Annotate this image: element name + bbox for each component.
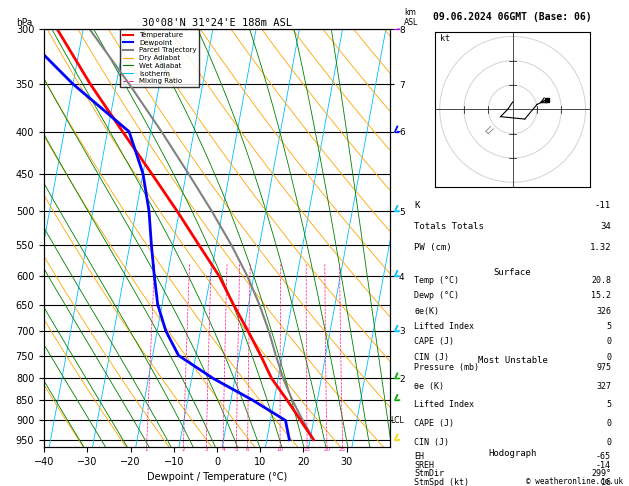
Text: 16: 16 xyxy=(601,478,611,486)
Text: 15.2: 15.2 xyxy=(591,291,611,300)
Text: 0: 0 xyxy=(606,352,611,362)
Text: EH: EH xyxy=(415,452,424,461)
Text: 3: 3 xyxy=(204,447,208,452)
Text: CAPE (J): CAPE (J) xyxy=(415,337,454,346)
Text: 6: 6 xyxy=(246,447,249,452)
Text: 1: 1 xyxy=(145,447,148,452)
Text: 0: 0 xyxy=(606,337,611,346)
Text: LCL: LCL xyxy=(391,416,404,425)
Text: 20.8: 20.8 xyxy=(591,276,611,285)
Text: Lifted Index: Lifted Index xyxy=(415,322,474,331)
Legend: Temperature, Dewpoint, Parcel Trajectory, Dry Adiabat, Wet Adiabat, Isotherm, Mi: Temperature, Dewpoint, Parcel Trajectory… xyxy=(120,29,199,87)
Title: 30°08'N 31°24'E 188m ASL: 30°08'N 31°24'E 188m ASL xyxy=(142,18,292,28)
Text: 326: 326 xyxy=(596,307,611,315)
Text: 09.06.2024 06GMT (Base: 06): 09.06.2024 06GMT (Base: 06) xyxy=(433,12,592,22)
Text: 25: 25 xyxy=(339,447,346,452)
Text: Lifted Index: Lifted Index xyxy=(415,400,474,409)
Text: 2: 2 xyxy=(182,447,185,452)
Text: 0: 0 xyxy=(606,419,611,428)
Text: 1.32: 1.32 xyxy=(589,243,611,252)
Text: Surface: Surface xyxy=(494,268,532,278)
Text: θe(K): θe(K) xyxy=(415,307,439,315)
Text: © weatheronline.co.uk: © weatheronline.co.uk xyxy=(526,477,623,486)
Text: -65: -65 xyxy=(596,452,611,461)
Text: StmDir: StmDir xyxy=(415,469,444,478)
Text: hPa: hPa xyxy=(16,18,33,27)
Text: CIN (J): CIN (J) xyxy=(415,352,449,362)
Text: 10: 10 xyxy=(277,447,284,452)
Text: K: K xyxy=(415,201,420,209)
Text: θe (K): θe (K) xyxy=(415,382,444,391)
Text: 299°: 299° xyxy=(591,469,611,478)
Text: CAPE (J): CAPE (J) xyxy=(415,419,454,428)
Text: -14: -14 xyxy=(596,461,611,470)
Text: Totals Totals: Totals Totals xyxy=(415,222,484,231)
Text: StmSpd (kt): StmSpd (kt) xyxy=(415,478,469,486)
Text: 975: 975 xyxy=(596,363,611,372)
Text: PW (cm): PW (cm) xyxy=(415,243,452,252)
Text: kt: kt xyxy=(440,35,450,43)
Text: 327: 327 xyxy=(596,382,611,391)
Text: -11: -11 xyxy=(595,201,611,209)
Text: 5: 5 xyxy=(235,447,238,452)
Text: km
ASL: km ASL xyxy=(404,8,418,27)
Text: 34: 34 xyxy=(600,222,611,231)
Text: 4: 4 xyxy=(221,447,225,452)
Text: CIN (J): CIN (J) xyxy=(415,438,449,447)
Text: 0: 0 xyxy=(606,438,611,447)
X-axis label: Dewpoint / Temperature (°C): Dewpoint / Temperature (°C) xyxy=(147,472,287,483)
Text: 5: 5 xyxy=(606,322,611,331)
Text: 15: 15 xyxy=(304,447,311,452)
Text: Temp (°C): Temp (°C) xyxy=(415,276,459,285)
Text: 20: 20 xyxy=(323,447,330,452)
Text: Dewp (°C): Dewp (°C) xyxy=(415,291,459,300)
Text: Most Unstable: Most Unstable xyxy=(477,356,548,365)
Text: SREH: SREH xyxy=(415,461,434,470)
Text: 5: 5 xyxy=(606,400,611,409)
Text: Hodograph: Hodograph xyxy=(489,450,537,458)
Text: Pressure (mb): Pressure (mb) xyxy=(415,363,479,372)
